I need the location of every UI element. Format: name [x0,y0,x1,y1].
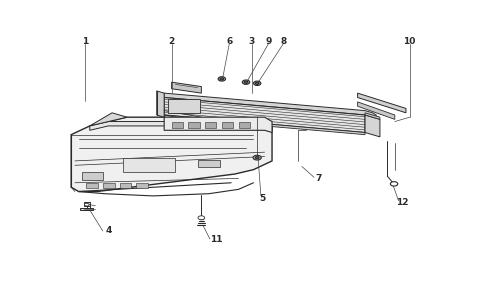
Circle shape [253,155,261,160]
Text: 8: 8 [280,37,287,46]
Text: 2: 2 [168,37,175,46]
Circle shape [84,203,89,206]
Polygon shape [81,208,94,210]
Text: 3: 3 [249,37,255,46]
Circle shape [244,81,248,83]
Circle shape [390,182,398,186]
Polygon shape [358,102,395,119]
Bar [188,122,200,128]
Text: 1: 1 [82,37,88,46]
Bar [222,122,233,128]
Polygon shape [164,117,272,132]
Text: 6: 6 [226,37,232,46]
Text: 9: 9 [265,37,272,46]
Polygon shape [90,122,272,130]
Polygon shape [172,82,202,93]
Text: 11: 11 [210,235,223,244]
Polygon shape [164,97,365,132]
Polygon shape [90,113,127,126]
Bar [198,160,220,168]
Circle shape [198,216,204,220]
Text: 5: 5 [260,194,266,203]
Circle shape [253,81,261,85]
Polygon shape [164,115,365,135]
Bar [168,99,200,113]
Bar [103,183,115,188]
Bar [136,183,148,188]
Polygon shape [164,93,376,117]
Circle shape [255,82,259,84]
Text: 12: 12 [396,198,408,207]
Polygon shape [156,91,164,117]
Polygon shape [84,202,90,206]
Bar [123,158,175,172]
Circle shape [242,80,250,84]
Text: 7: 7 [315,174,322,183]
Circle shape [220,78,224,80]
Bar [83,172,103,179]
Polygon shape [71,117,272,191]
Polygon shape [365,115,380,137]
Bar [239,122,250,128]
Bar [172,122,183,128]
Polygon shape [365,113,380,119]
Circle shape [218,77,226,81]
Bar [86,183,98,188]
Bar [205,122,216,128]
Circle shape [255,156,259,159]
Polygon shape [358,93,406,113]
Text: 4: 4 [105,226,111,235]
Text: 10: 10 [404,37,416,46]
Bar [120,183,132,188]
